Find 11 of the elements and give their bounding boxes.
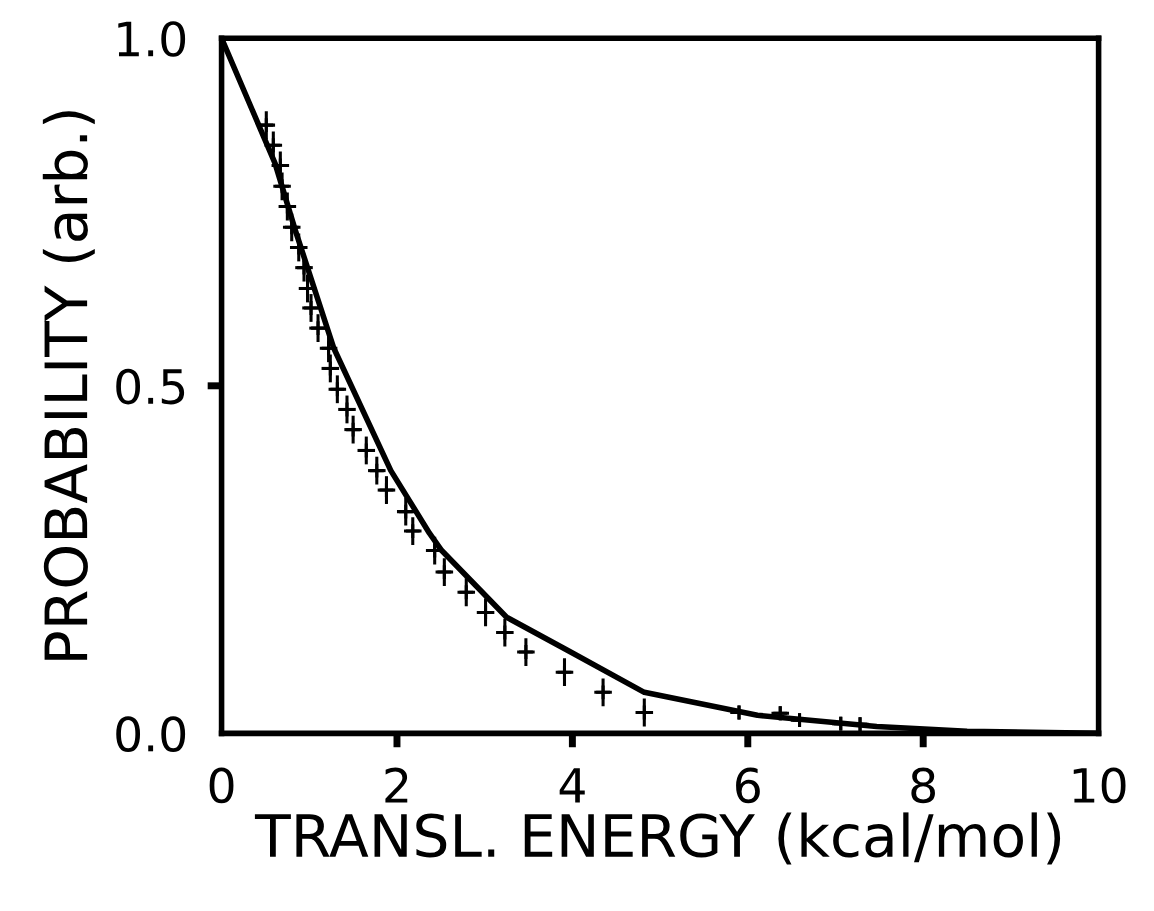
x-tick-label: 0 bbox=[209, 767, 234, 804]
x-tick-label: 10 bbox=[1073, 767, 1126, 804]
y-axis-title: PROBABILITY (arb.) bbox=[42, 111, 95, 660]
y-tick-label: 1.0 bbox=[118, 21, 186, 57]
x-tick-label: 4 bbox=[559, 768, 585, 803]
y-tick-label: 0.0 bbox=[116, 716, 186, 752]
x-tick-label: 2 bbox=[385, 767, 408, 803]
x-tick-label: 6 bbox=[736, 767, 760, 804]
y-tick-label: 0.5 bbox=[116, 368, 185, 405]
x-axis-title: TRANSL. ENERGY (kcal/mol) bbox=[254, 812, 1061, 865]
x-tick-label: 8 bbox=[911, 767, 935, 804]
